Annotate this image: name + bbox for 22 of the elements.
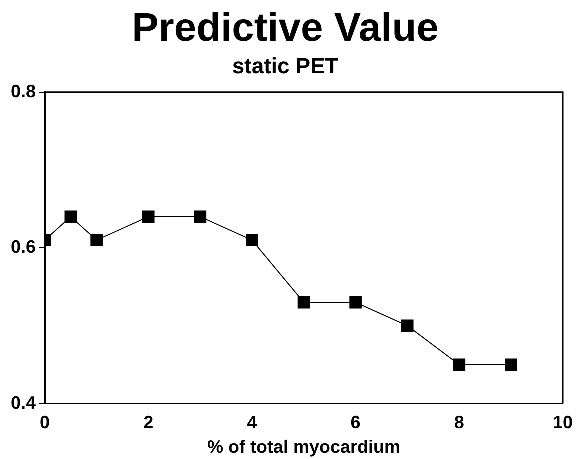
y-tick-label: 0.8 bbox=[10, 81, 36, 102]
point bbox=[90, 234, 103, 246]
x-tick-label: 8 bbox=[454, 412, 464, 433]
chart-title: Predictive Value bbox=[132, 6, 439, 50]
point bbox=[194, 210, 207, 224]
x-tick-label: 6 bbox=[350, 412, 361, 433]
y-tick-label: 0.6 bbox=[10, 237, 36, 258]
point bbox=[505, 358, 518, 372]
point bbox=[142, 210, 155, 224]
point bbox=[453, 358, 466, 372]
x-tick-label: 4 bbox=[247, 412, 258, 433]
point bbox=[401, 320, 414, 332]
x-tick-label: 0 bbox=[40, 412, 50, 433]
x-tick-label: 2 bbox=[144, 412, 154, 433]
chart-subtitle: static PET bbox=[232, 53, 340, 78]
point bbox=[350, 296, 362, 309]
y-tick-label: 0.4 bbox=[10, 392, 36, 413]
point bbox=[64, 210, 78, 224]
point bbox=[298, 296, 310, 309]
point bbox=[246, 234, 258, 246]
x-tick-label: 10 bbox=[552, 412, 574, 433]
x-axis-title: % of total myocardium bbox=[207, 437, 401, 458]
